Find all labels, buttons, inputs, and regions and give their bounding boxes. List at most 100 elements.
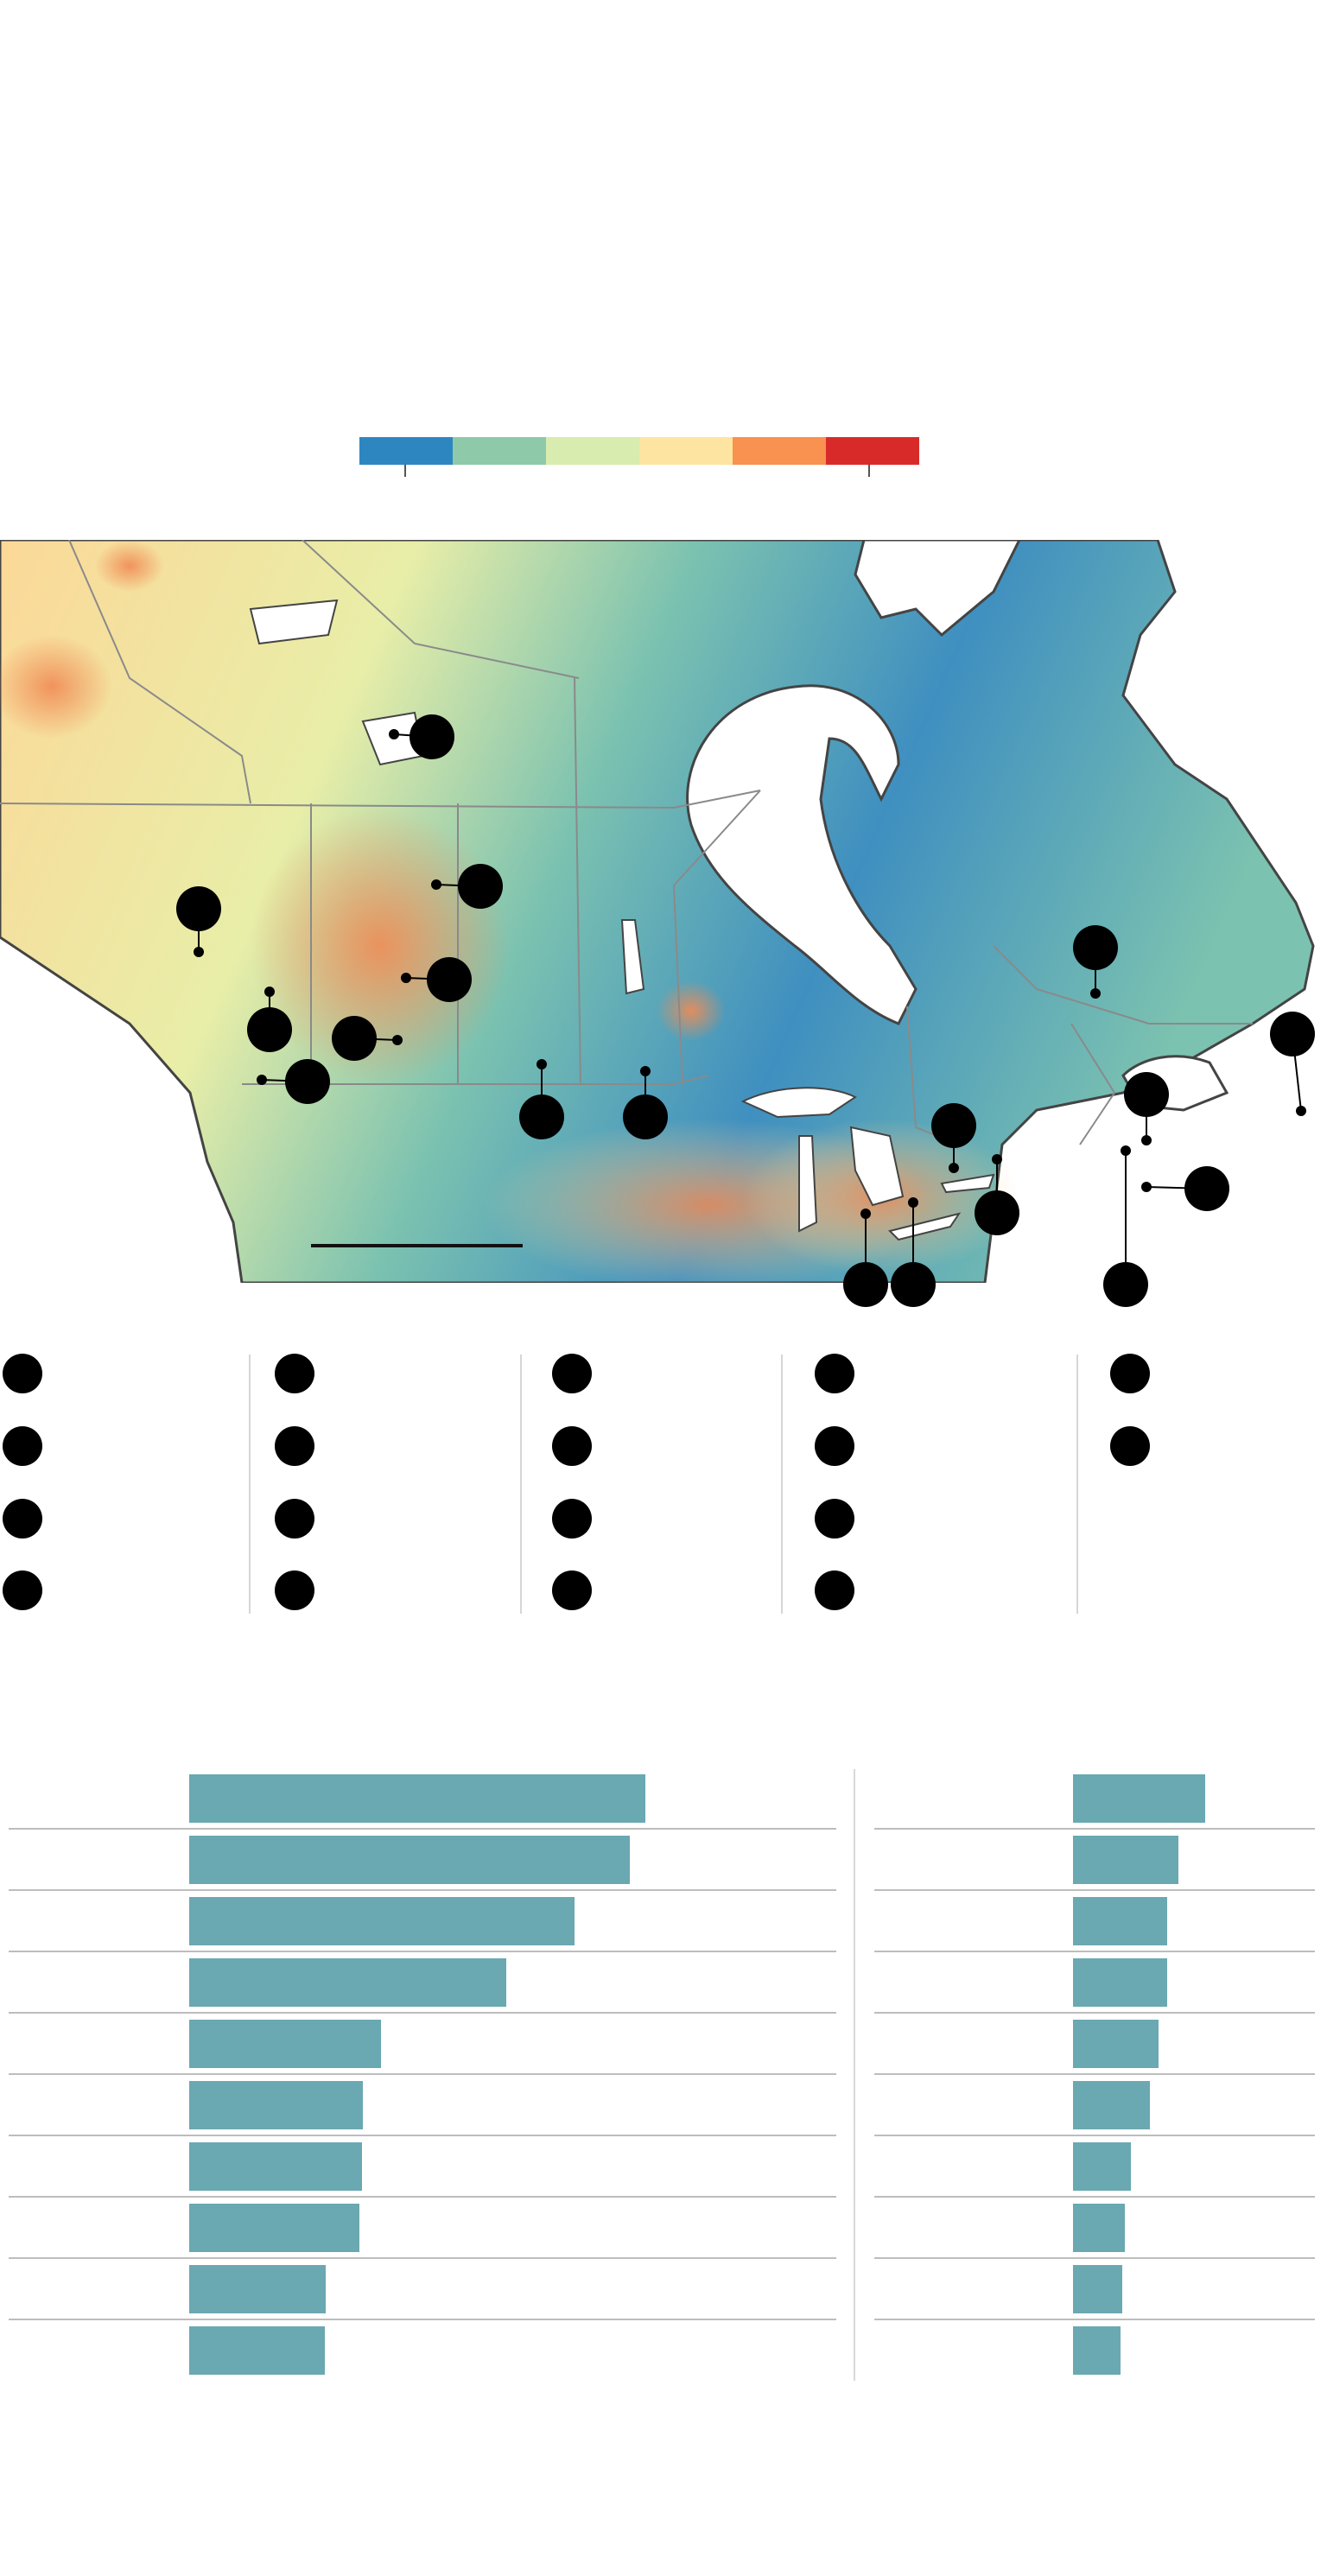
key-dot-2-1 — [275, 1354, 314, 1393]
row-divider — [874, 2196, 1315, 2198]
bar-8 — [1073, 2204, 1125, 2252]
key-divider — [781, 1355, 783, 1614]
key-dot-1-2 — [3, 1426, 42, 1466]
bar-5 — [189, 2020, 381, 2068]
bar-1 — [1073, 1774, 1205, 1823]
bar-7 — [189, 2142, 362, 2191]
row-divider — [9, 1889, 836, 1891]
key-dot-3-4 — [552, 1570, 592, 1610]
key-dot-2-3 — [275, 1499, 314, 1539]
marker-15[interactable] — [1124, 1072, 1169, 1117]
row-divider — [874, 2257, 1315, 2259]
key-dot-1-1 — [3, 1354, 42, 1393]
legend-swatch-1 — [359, 437, 453, 465]
lake-ontario — [940, 1173, 995, 1194]
row-divider — [874, 1828, 1315, 1830]
bar-4 — [189, 1958, 506, 2007]
row-divider — [9, 2012, 836, 2014]
key-dot-3-1 — [552, 1354, 592, 1393]
marker-6[interactable] — [332, 1016, 377, 1061]
legend-swatch-2 — [453, 437, 546, 465]
row-divider — [874, 1951, 1315, 1952]
bar-7 — [1073, 2142, 1131, 2191]
bar-5 — [1073, 2020, 1159, 2068]
row-divider — [874, 1889, 1315, 1891]
row-divider — [9, 2073, 836, 2075]
heat-map — [0, 540, 1315, 1283]
key-dot-3-2 — [552, 1426, 592, 1466]
bar-2 — [1073, 1836, 1178, 1884]
lake-huron — [849, 1126, 905, 1207]
great-slave-lake — [249, 599, 339, 645]
bar-2 — [189, 1836, 630, 1884]
hudson-bay — [686, 684, 917, 1025]
legend-tick-right — [868, 465, 870, 477]
marker-2[interactable] — [458, 864, 503, 909]
marker-4[interactable] — [427, 957, 472, 1002]
key-divider — [249, 1355, 251, 1614]
bar-9 — [1073, 2265, 1122, 2313]
key-dot-1-3 — [3, 1499, 42, 1539]
marker-13[interactable] — [891, 1262, 936, 1307]
key-dot-5-1 — [1110, 1354, 1150, 1393]
lake-superior — [740, 1087, 857, 1119]
bar-1 — [189, 1774, 645, 1823]
row-divider — [874, 2073, 1315, 2075]
marker-16[interactable] — [1184, 1166, 1229, 1211]
key-dot-5-2 — [1110, 1426, 1150, 1466]
bar-8 — [189, 2204, 359, 2252]
bar-3 — [1073, 1897, 1167, 1945]
marker-17[interactable] — [1270, 1012, 1315, 1056]
legend-tick-left — [404, 465, 406, 477]
key-dot-2-2 — [275, 1426, 314, 1466]
key-dot-2-4 — [275, 1570, 314, 1610]
lake-erie — [888, 1212, 962, 1241]
row-divider — [874, 2135, 1315, 2136]
marker-8[interactable] — [519, 1094, 564, 1139]
bar-4 — [1073, 1958, 1167, 2007]
marker-9[interactable] — [623, 1094, 668, 1139]
legend-swatch-4 — [639, 437, 733, 465]
marker-5[interactable] — [247, 1007, 292, 1052]
temperature-legend — [359, 437, 919, 465]
bar-10 — [1073, 2326, 1121, 2375]
province-borders — [0, 540, 1253, 1145]
key-dot-4-4 — [815, 1570, 854, 1610]
marker-3[interactable] — [176, 886, 221, 931]
row-divider — [9, 1951, 836, 1952]
key-divider — [1076, 1355, 1078, 1614]
lake-winnipeg — [620, 919, 645, 995]
bar-chart-divider — [854, 1769, 855, 2381]
key-dot-3-3 — [552, 1499, 592, 1539]
marker-11[interactable] — [975, 1190, 1019, 1235]
row-divider — [9, 2319, 836, 2320]
key-dot-4-3 — [815, 1499, 854, 1539]
marker-10[interactable] — [931, 1103, 976, 1148]
legend-swatch-5 — [733, 437, 826, 465]
marker-18[interactable] — [1103, 1262, 1148, 1307]
key-dot-4-2 — [815, 1426, 854, 1466]
row-divider — [874, 2012, 1315, 2014]
bar-6 — [189, 2081, 363, 2129]
bar-10 — [189, 2326, 325, 2375]
marker-1[interactable] — [410, 714, 454, 759]
bar-6 — [1073, 2081, 1150, 2129]
row-divider — [9, 2135, 836, 2136]
key-divider — [520, 1355, 522, 1614]
bar-3 — [189, 1897, 575, 1945]
bar-9 — [189, 2265, 326, 2313]
marker-14[interactable] — [1073, 925, 1118, 970]
row-divider — [874, 2319, 1315, 2320]
legend-swatch-6 — [826, 437, 919, 465]
row-divider — [9, 1828, 836, 1830]
row-divider — [9, 2257, 836, 2259]
legend-swatch-3 — [546, 437, 639, 465]
lake-michigan — [798, 1135, 818, 1233]
row-divider — [9, 2196, 836, 2198]
key-dot-1-4 — [3, 1570, 42, 1610]
marker-12[interactable] — [843, 1262, 888, 1307]
marker-leaders — [194, 729, 1306, 1285]
marker-7[interactable] — [285, 1059, 330, 1104]
key-dot-4-1 — [815, 1354, 854, 1393]
arctic-water — [854, 540, 1021, 638]
